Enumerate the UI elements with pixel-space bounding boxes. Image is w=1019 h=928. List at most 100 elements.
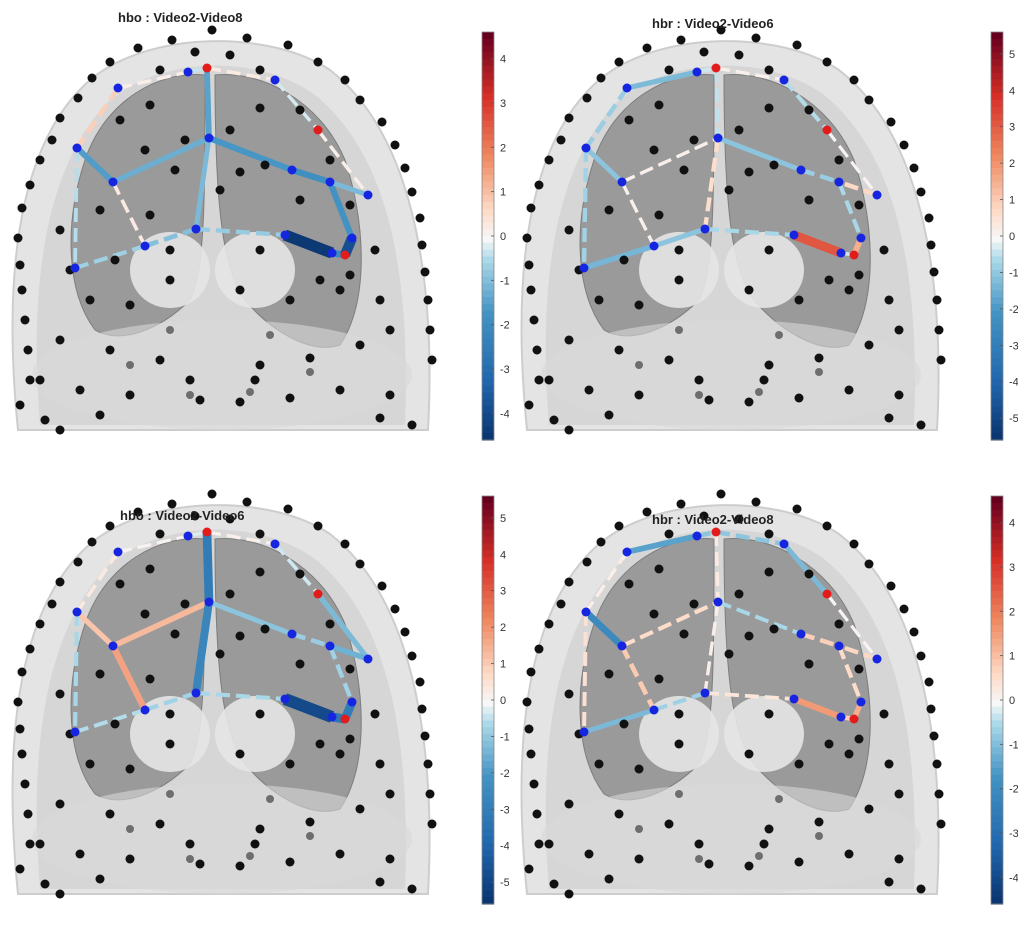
channel-node [856,697,866,707]
colorbar-segment [991,242,1003,251]
colorbar-segment [991,378,1003,387]
connection-edge [202,531,214,603]
optode-point [17,667,27,677]
optode-point [654,210,664,220]
optode-point [764,245,774,255]
optode-point [375,877,385,887]
optode-point [15,260,25,270]
optode-point [634,764,644,774]
optode-point [25,180,35,190]
colorbar-segment [482,215,494,223]
optode-point [614,57,624,67]
scalp-point [775,331,783,339]
optode-point [180,599,190,609]
colorbar-segment [991,236,1003,244]
optode-point [35,155,45,165]
optode-point [549,879,559,889]
optode-point [534,839,544,849]
optode-point [704,859,714,869]
optode-point [345,734,355,744]
connection-edge [717,135,802,173]
colorbar-segment [482,659,494,667]
colorbar-segment [991,564,1003,572]
colorbar-tick-label: 5 [1009,49,1015,61]
colorbar-segment [482,338,494,346]
optode-point [582,557,592,567]
channel-node [700,688,710,698]
optode-point [822,57,832,67]
optode-point [105,809,115,819]
colorbar-segment [482,645,494,653]
colorbar-segment [482,890,494,898]
optode-point [170,165,180,175]
optode-point [604,874,614,884]
optode-point [125,854,135,864]
colorbar-segment [991,215,1003,223]
optode-point [524,400,534,410]
colorbar-segment [482,550,494,558]
colorbar-segment [991,679,1003,687]
channel-node [692,67,702,77]
optode-point [744,285,754,295]
optode-point [594,759,604,769]
optode-point [167,499,177,509]
optode-point [764,65,774,75]
head-base-shadow [541,784,921,894]
optode-point [285,295,295,305]
optode-point [604,205,614,215]
colorbar-segment [482,598,494,606]
optode-point [664,819,674,829]
optode-point [584,385,594,395]
optode-point [804,195,814,205]
colorbar-segment [991,249,1003,257]
colorbar-tick-label: -1 [1009,739,1018,751]
colorbar-segment [482,344,494,353]
optode-point [849,75,859,85]
connection-edge [75,550,120,614]
colorbar-segment [991,66,1003,74]
colorbar-segment [991,222,1003,230]
optode-point [355,340,365,350]
optode-point [936,355,946,365]
optode-point [15,724,25,734]
optode-point [85,759,95,769]
panel-top-right: hbr : Video2-Video6 5 4 3 2 1 0 -1 -2 -3 -4 -5 [509,0,1018,464]
optode-point [195,395,205,405]
optode-point [285,759,295,769]
optode-point [155,65,165,75]
optode-point [400,163,410,173]
colorbar-tick-label: 3 [500,98,506,110]
optode-point [886,581,896,591]
colorbar-segment [482,433,494,441]
optode-point [596,537,606,547]
optode-point [594,295,604,305]
colorbar: 4 3 2 1 0 -1 -2 -3 -4 [481,31,509,441]
optode-point [242,497,252,507]
colorbar-segment [991,79,1003,87]
optode-point [926,240,936,250]
optode-point [255,103,265,113]
optode-point [854,200,864,210]
colorbar-segment [482,836,494,844]
optode-point [335,285,345,295]
colorbar-tick-label: 2 [500,142,506,154]
colorbar-segment [482,86,494,94]
channel-node [72,607,82,617]
channel-node [836,248,846,258]
channel-node [140,241,150,251]
optode-point [185,375,195,385]
optode-point [250,839,260,849]
optode-point [105,345,115,355]
optode-point [155,355,165,365]
optode-point [864,95,874,105]
optode-point [73,93,83,103]
colorbar-segment [991,849,1003,857]
colorbar-segment [482,700,494,708]
optode-point [295,195,305,205]
optode-point [105,57,115,67]
colorbar-segment [482,195,494,203]
colorbar-segment [482,502,494,511]
optode-point [934,325,944,335]
optode-point [242,33,252,43]
optode-point [133,507,143,517]
